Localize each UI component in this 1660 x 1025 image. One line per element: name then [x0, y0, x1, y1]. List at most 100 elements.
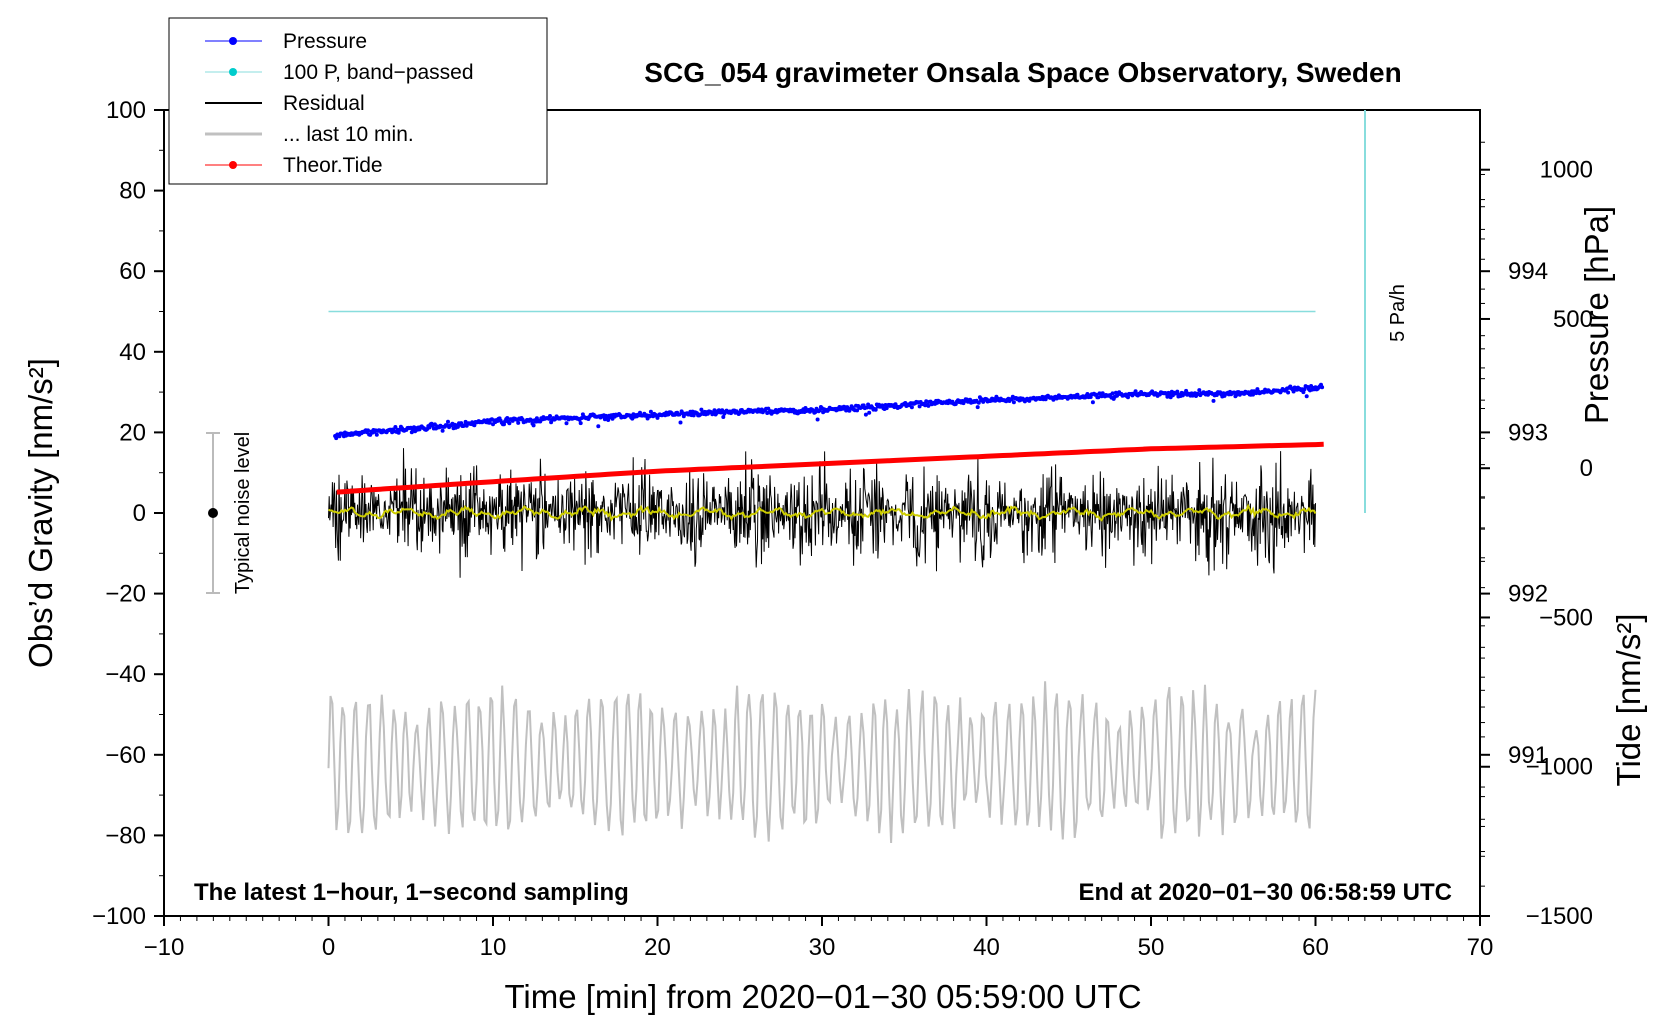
pressure-point — [909, 405, 914, 410]
pressure-point — [578, 421, 583, 426]
legend-label-residual: Residual — [283, 92, 365, 115]
pressure-point — [596, 424, 601, 429]
pressure-point — [505, 416, 510, 420]
pressure-point — [531, 423, 536, 428]
pressure-point — [720, 408, 725, 413]
pressure-point — [867, 410, 872, 415]
y-tick-label: −80 — [105, 822, 146, 849]
pressure-point — [1211, 398, 1216, 403]
x-tick-label: 10 — [480, 934, 507, 961]
tick-layer: −10 0 10 20 30 40 50 60 70100806040200−20−40−60−… — [92, 97, 1593, 961]
pressure-point — [502, 422, 506, 427]
pressure-tick-label: 992 — [1508, 581, 1548, 608]
y-tick-label: −20 — [105, 581, 146, 608]
legend-box — [168, 17, 548, 185]
annotation-end-time: End at 2020−01−30 06:58:59 UTC — [1078, 879, 1452, 906]
legend-dot-theor-tide — [229, 161, 237, 169]
y-tick-label: 20 — [119, 419, 146, 446]
y-tick-label: 40 — [119, 339, 146, 366]
series-theoretical-tide-line — [336, 441, 1324, 495]
pressure-point — [396, 430, 401, 435]
pressure-rate-label: 5 Pa/h — [1387, 284, 1409, 342]
pressure-tick-label: 994 — [1508, 258, 1548, 285]
pressure-point — [1090, 400, 1095, 405]
pressure-point — [712, 408, 717, 413]
pressure-point — [366, 428, 370, 433]
pressure-point — [863, 412, 868, 417]
pressure-point — [677, 412, 682, 417]
x-tick-label: 30 — [809, 934, 836, 961]
legend-label-100-p-band-passed: 100 P, band−passed — [283, 61, 474, 84]
tide-tick-label: 0 — [1580, 455, 1593, 482]
series-last-10-min-line — [327, 681, 1317, 844]
tide-tick-label: 1000 — [1540, 157, 1593, 184]
pressure-point — [648, 409, 653, 414]
pressure-point — [564, 421, 569, 426]
pressure-rate-scale: 5 Pa/h — [1364, 110, 1409, 513]
pressure-point — [1320, 385, 1325, 390]
y-tick-label: 60 — [119, 258, 146, 285]
pressure-point — [815, 417, 820, 422]
tide-tick-label: −500 — [1539, 604, 1593, 631]
pressure-point — [845, 405, 850, 410]
series-smoothed-residual-line — [328, 503, 1317, 522]
tide-tick-label: −1000 — [1526, 754, 1593, 781]
noise-level-label: Typical noise level — [232, 432, 254, 594]
noise-bar-dot — [208, 508, 218, 518]
pressure-point — [1096, 395, 1101, 400]
annotation-sampling: The latest 1−hour, 1−second sampling — [194, 879, 629, 906]
pressure-point — [855, 408, 860, 413]
pressure-point — [606, 418, 611, 422]
y-tick-label: −60 — [105, 742, 146, 769]
pressure-point — [427, 425, 432, 430]
pressure-point — [516, 420, 521, 425]
pressure-point — [873, 407, 878, 412]
x-tick-label: 0 — [322, 934, 335, 961]
y-axis-title-pressure: Pressure [hPa] — [1578, 206, 1615, 424]
x-tick-label: −10 — [144, 934, 185, 961]
pressure-point — [548, 414, 552, 418]
x-tick-label: 70 — [1467, 934, 1494, 961]
pressure-point — [1291, 389, 1296, 394]
pressure-point — [1133, 389, 1138, 394]
y-tick-label: 0 — [133, 500, 146, 527]
pressure-point — [1286, 390, 1291, 395]
pressure-point — [1011, 400, 1016, 405]
legend-dot-pressure — [229, 37, 237, 45]
tide-tick-label: 500 — [1553, 306, 1593, 333]
pressure-point — [507, 421, 512, 426]
pressure-point — [1302, 387, 1307, 392]
x-tick-label: 60 — [1302, 934, 1329, 961]
x-tick-label: 40 — [973, 934, 1000, 961]
legend-entries: Pressure 100 P, band−passed Residual ... la… — [205, 30, 474, 177]
pressure-point — [487, 420, 492, 425]
noise-level-marker: Typical noise level — [206, 432, 254, 594]
pressure-point — [926, 403, 931, 408]
pressure-point — [1126, 395, 1130, 400]
pressure-point — [1175, 389, 1180, 394]
legend: Pressure 100 P, band−passed Residual ... la… — [168, 17, 548, 185]
pressure-point — [678, 420, 683, 425]
y-tick-label: 100 — [106, 97, 146, 124]
pressure-point — [1304, 394, 1309, 399]
pressure-point — [865, 405, 869, 410]
pressure-point — [699, 407, 704, 412]
pressure-point — [691, 413, 696, 418]
legend-label-last-10-min: ... last 10 min. — [283, 123, 414, 146]
chart-title: SCG_054 gravimeter Onsala Space Observat… — [644, 57, 1401, 88]
pressure-point — [446, 419, 450, 424]
pressure-point — [866, 402, 871, 407]
y-tick-label: 80 — [119, 178, 146, 205]
legend-label-pressure: Pressure — [283, 30, 367, 53]
y-axis-title-gravity: Obs’d Gravity [nm/s²] — [22, 358, 59, 668]
pressure-point — [1197, 388, 1202, 393]
pressure-point — [975, 405, 980, 410]
pressure-point — [374, 432, 379, 437]
pressure-point — [1184, 388, 1189, 393]
y-axis-title-tide: Tide [nm/s²] — [1610, 614, 1647, 787]
legend-dot-100-p-band-passed — [229, 68, 237, 76]
x-axis-title: Time [min] from 2020−01−30 05:59:00 UTC — [504, 978, 1141, 1015]
pressure-point — [393, 425, 398, 429]
